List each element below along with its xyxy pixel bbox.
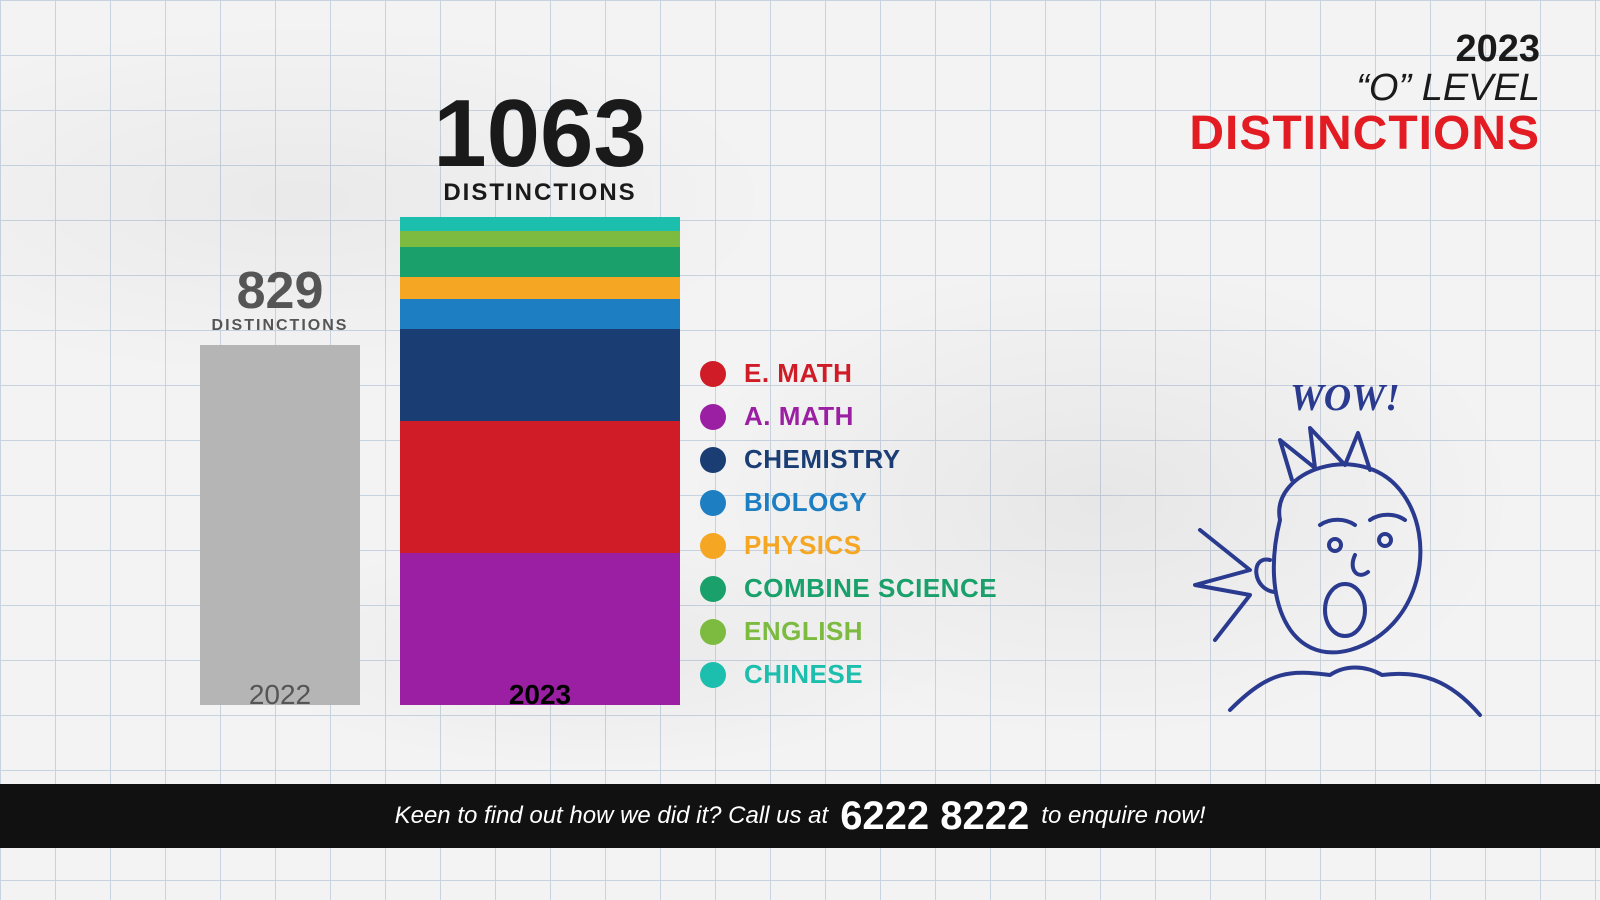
bar-2022-year-label: 2022 [200,679,360,711]
legend-dot-amath [700,404,726,430]
bar-2023-seg-emath [400,421,680,553]
bar-2022: 829 DISTINCTIONS 2022 [200,269,360,705]
bar-2022-sub: DISTINCTIONS [200,317,360,335]
legend-row-emath: E. MATH [700,352,997,395]
legend-row-amath: A. MATH [700,395,997,438]
legend-label-amath: A. MATH [744,401,854,432]
bar-2022-total: 829 [200,269,360,313]
legend-dot-chemistry [700,447,726,473]
footer-phone[interactable]: 6222 8222 [828,794,1041,839]
legend-row-physics: PHYSICS [700,524,997,567]
legend-row-combine: COMBINE SCIENCE [700,567,997,610]
bar-2022-stack [200,345,360,705]
footer-lead: Keen to find out how we did it? Call us … [395,802,829,830]
doodle-svg: WOW! [1160,370,1500,730]
headline-distinctions: DISTINCTIONS [1189,106,1540,161]
legend-label-emath: E. MATH [744,358,852,389]
legend-row-chemistry: CHEMISTRY [700,438,997,481]
legend-dot-emath [700,361,726,387]
cta-footer: Keen to find out how we did it? Call us … [0,784,1600,848]
bar-2023-stack [400,217,680,705]
footer-trail: to enquire now! [1041,802,1205,830]
bar-2023-seg-combine [400,247,680,277]
bar-2023-seg-chinese [400,217,680,231]
bar-2023-seg-chemistry [400,329,680,421]
distinctions-bar-chart: 829 DISTINCTIONS 2022 1063 DISTINCTIONS … [200,75,720,735]
legend-row-chinese: CHINESE [700,653,997,696]
legend-dot-physics [700,533,726,559]
legend-dot-chinese [700,662,726,688]
legend-label-combine: COMBINE SCIENCE [744,573,997,604]
subject-legend: E. MATH A. MATH CHEMISTRY BIOLOGY PHYSICS COM… [700,352,997,696]
bar-2023: 1063 DISTINCTIONS 2023 [400,93,680,705]
legend-label-chemistry: CHEMISTRY [744,444,901,475]
legend-label-chinese: CHINESE [744,659,863,690]
legend-dot-biology [700,490,726,516]
legend-row-english: ENGLISH [700,610,997,653]
headline-level: “O” LEVEL [1189,67,1540,110]
bar-2023-total: 1063 [400,93,680,175]
bar-2023-year-label: 2023 [400,679,680,711]
legend-row-biology: BIOLOGY [700,481,997,524]
headline: 2023 “O” LEVEL DISTINCTIONS [1189,28,1540,161]
bar-2023-seg-physics [400,277,680,299]
legend-label-biology: BIOLOGY [744,487,867,518]
bar-2022-seg [200,345,360,705]
legend-label-english: ENGLISH [744,616,863,647]
bar-2023-seg-english [400,231,680,247]
bar-2023-seg-biology [400,299,680,329]
legend-label-physics: PHYSICS [744,530,862,561]
wow-doodle: WOW! [1160,370,1500,730]
legend-dot-combine [700,576,726,602]
legend-dot-english [700,619,726,645]
headline-year: 2023 [1189,28,1540,71]
wow-text: WOW! [1290,377,1400,419]
